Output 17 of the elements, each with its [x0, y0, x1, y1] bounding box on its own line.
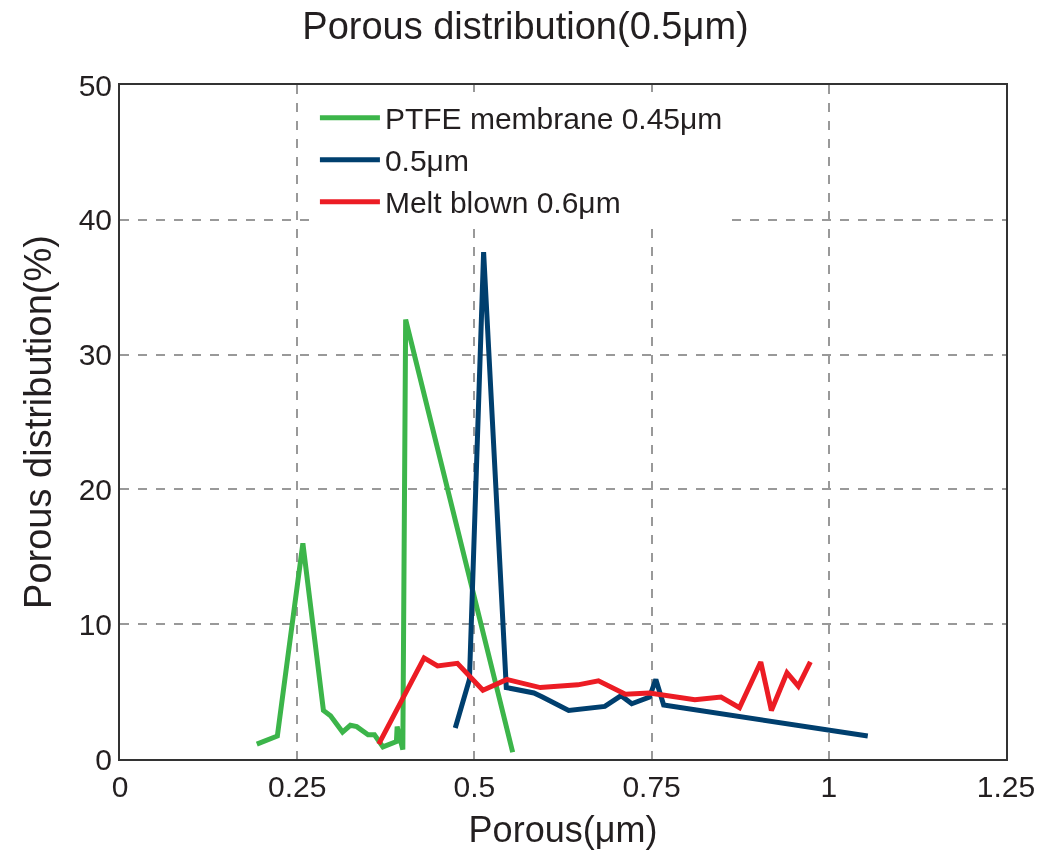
x-tick-label: 0.5 [453, 770, 496, 803]
y-tick-label: 0 [95, 742, 112, 776]
x-tick-label: 0.75 [622, 770, 681, 803]
x-tick-label: 1.25 [976, 770, 1036, 803]
x-tick-label: 1 [820, 770, 838, 803]
y-tick-label: 50 [78, 68, 112, 102]
chart-title: Porous distribution(0.5μm) [302, 5, 749, 48]
y-tick-label: 30 [78, 338, 112, 372]
x-axis-title: Porous(μm) [468, 809, 658, 851]
legend-label: PTFE membrane 0.45μm [384, 102, 723, 136]
y-tick-label: 20 [78, 472, 112, 506]
x-tick-label: 0.25 [268, 770, 327, 803]
legend-label: 0.5μm [384, 144, 469, 178]
y-tick-label: 40 [78, 203, 112, 237]
y-tick-label: 10 [78, 607, 112, 641]
y-axis-title: Porous distribution(%) [17, 235, 60, 609]
legend-label: Melt blown 0.6μm [384, 186, 621, 220]
